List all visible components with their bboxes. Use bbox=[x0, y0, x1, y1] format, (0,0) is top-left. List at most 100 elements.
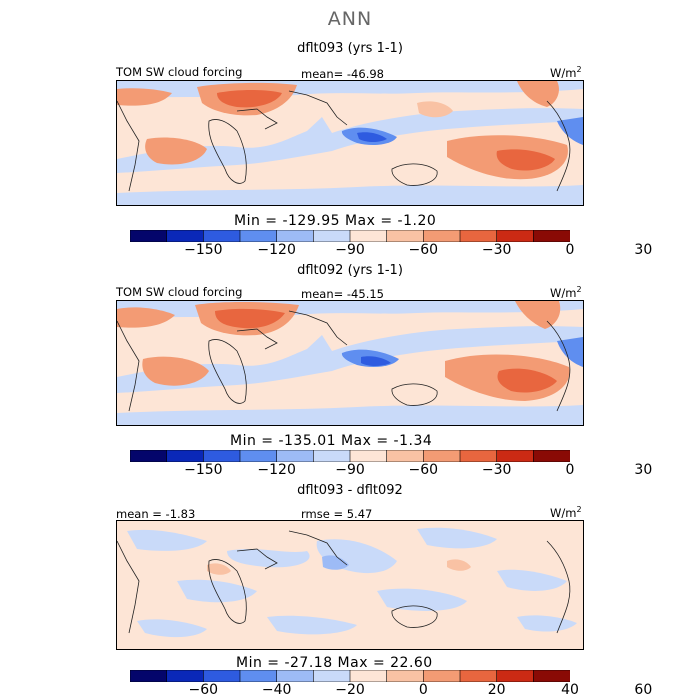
panel1-north-pacific bbox=[517, 81, 559, 107]
colorbar3-tick-label: −40 bbox=[261, 682, 292, 698]
colorbar2-swatch bbox=[386, 450, 425, 462]
panel1-maritime-core bbox=[357, 132, 387, 142]
colorbar3-tick-label: 40 bbox=[561, 682, 579, 698]
colorbar1-tick-label: 30 bbox=[634, 242, 653, 258]
colorbar3-swatch bbox=[166, 670, 205, 682]
panel1-mean-label: mean= -46.98 bbox=[301, 67, 384, 81]
colorbar1-tick-label: −60 bbox=[408, 242, 439, 258]
colorbar1-swatch bbox=[386, 230, 425, 242]
panel1-atlantic-north bbox=[117, 88, 172, 106]
colorbar3-tick-label: 60 bbox=[634, 682, 653, 698]
colorbar2-swatch bbox=[423, 450, 461, 462]
panel2-pacific-core bbox=[497, 368, 557, 393]
colorbar1-swatch bbox=[130, 230, 168, 242]
panel3-units: W/m2 bbox=[550, 505, 582, 520]
colorbar1-swatch bbox=[239, 230, 278, 242]
colorbar3-swatch bbox=[276, 670, 315, 682]
panel1-title: dflt093 (yrs 1-1) bbox=[297, 41, 403, 56]
colorbar3-swatch bbox=[533, 670, 570, 682]
panel2-south-band bbox=[117, 405, 583, 425]
panel2-variable-label: TOM SW cloud forcing bbox=[116, 285, 243, 299]
panel1-colorbar bbox=[130, 230, 570, 242]
colorbar2-tick-label: −120 bbox=[257, 462, 296, 478]
panel3-rmse-label: rmse = 5.47 bbox=[301, 507, 373, 521]
colorbar2-swatch bbox=[130, 450, 168, 462]
panel1-atlantic-south bbox=[145, 137, 207, 165]
colorbar1-tick-label: −90 bbox=[335, 242, 365, 258]
colorbar3-swatch bbox=[313, 670, 351, 682]
panel2-colorbar bbox=[130, 450, 570, 462]
colorbar2-swatch bbox=[459, 450, 498, 462]
panel3-mean-label: mean = -1.83 bbox=[116, 507, 196, 521]
colorbar2-swatch bbox=[496, 450, 535, 462]
colorbar2-tick-label: −150 bbox=[184, 462, 223, 478]
colorbar1-swatch bbox=[166, 230, 205, 242]
panel2-mean-label: mean= -45.15 bbox=[301, 287, 384, 301]
colorbar2-swatch bbox=[239, 450, 278, 462]
panel1-map bbox=[116, 80, 584, 206]
colorbar2-tick-label: −30 bbox=[481, 462, 512, 478]
colorbar3-swatch bbox=[130, 670, 168, 682]
panel2-title: dflt092 (yrs 1-1) bbox=[297, 263, 403, 278]
panel2-north-pacific bbox=[515, 301, 561, 329]
colorbar1-swatch bbox=[203, 230, 241, 242]
colorbar1-swatch bbox=[349, 230, 388, 242]
panel2-africa-coast bbox=[208, 339, 247, 404]
panel2-units: W/m2 bbox=[550, 285, 582, 300]
panel3-title: dflt093 - dflt092 bbox=[297, 483, 403, 498]
panel1-south-america bbox=[557, 117, 583, 145]
panel2-sahara-core bbox=[215, 308, 285, 329]
colorbar1-swatch bbox=[313, 230, 351, 242]
colorbar3-tick-label: 0 bbox=[418, 682, 428, 698]
colorbar3-swatch bbox=[203, 670, 241, 682]
panel2-stats: Min = -135.01 Max = -1.34 bbox=[230, 433, 433, 449]
panel1-stats: Min = -129.95 Max = -1.20 bbox=[234, 213, 437, 229]
colorbar3-swatch bbox=[349, 670, 388, 682]
colorbar3-tick-label: −60 bbox=[188, 682, 219, 698]
panel2-maritime-core bbox=[361, 356, 391, 366]
colorbar2-swatch bbox=[313, 450, 351, 462]
colorbar3-tick-label: −20 bbox=[335, 682, 365, 698]
colorbar1-swatch bbox=[459, 230, 498, 242]
panel1-units: W/m2 bbox=[550, 65, 582, 80]
colorbar3-swatch bbox=[239, 670, 278, 682]
colorbar3-swatch bbox=[459, 670, 498, 682]
colorbar2-tick-label: 30 bbox=[634, 462, 653, 478]
colorbar2-tick-label: −60 bbox=[408, 462, 439, 478]
panel3-colorbar bbox=[130, 670, 570, 682]
colorbar3-swatch bbox=[496, 670, 535, 682]
panel1-warm-patch bbox=[417, 101, 453, 118]
colorbar1-tick-label: −30 bbox=[481, 242, 512, 258]
colorbar2-tick-label: −90 bbox=[335, 462, 365, 478]
colorbar1-swatch bbox=[496, 230, 535, 242]
colorbar3-swatch bbox=[423, 670, 461, 682]
colorbar2-swatch bbox=[276, 450, 315, 462]
colorbar2-tick-label: 0 bbox=[565, 462, 575, 478]
panel1-sahara-core bbox=[217, 90, 282, 108]
colorbar1-swatch bbox=[533, 230, 570, 242]
panel3-australia-coast bbox=[391, 605, 438, 628]
panel3-map bbox=[116, 520, 584, 650]
panel2-australia-coast bbox=[391, 383, 438, 406]
panel3-stats: Min = -27.18 Max = 22.60 bbox=[236, 655, 433, 671]
panel1-itcz-band bbox=[117, 108, 583, 173]
colorbar1-swatch bbox=[276, 230, 315, 242]
colorbar1-tick-label: 0 bbox=[565, 242, 575, 258]
panel3-africa-coast bbox=[208, 559, 247, 624]
colorbar3-tick-label: 20 bbox=[487, 682, 506, 698]
panel1-variable-label: TOM SW cloud forcing bbox=[116, 65, 243, 79]
colorbar2-swatch bbox=[166, 450, 205, 462]
colorbar3-swatch bbox=[386, 670, 425, 682]
colorbar1-tick-label: −120 bbox=[257, 242, 296, 258]
panel1-africa-coast bbox=[208, 119, 247, 184]
panel1-pacific-core bbox=[496, 149, 555, 171]
colorbar2-swatch bbox=[203, 450, 241, 462]
colorbar2-swatch bbox=[533, 450, 570, 462]
colorbar1-swatch bbox=[423, 230, 461, 242]
panel1-south-band bbox=[117, 185, 583, 205]
colorbar2-swatch bbox=[349, 450, 388, 462]
panel2-atlantic-north bbox=[117, 307, 175, 328]
panel1-australia-coast bbox=[391, 163, 438, 186]
colorbar1-tick-label: −150 bbox=[184, 242, 223, 258]
main-title: ANN bbox=[327, 8, 373, 30]
